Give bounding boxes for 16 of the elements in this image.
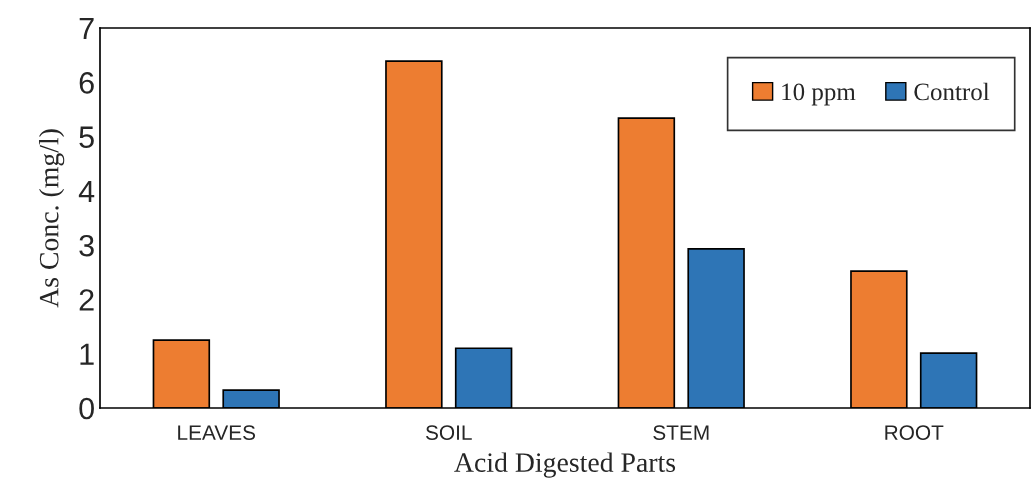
legend-label: Control	[914, 82, 990, 101]
y-tick-label: 6	[79, 72, 94, 94]
x-tick-label: SOIL	[425, 425, 472, 440]
y-tick-label: 1	[80, 343, 94, 365]
x-tick-label: LEAVES	[178, 425, 256, 440]
y-tick-label: 4	[78, 180, 95, 202]
x-axis-title: Acid Digested Parts	[454, 452, 676, 478]
y-axis-title: As Conc. (mg/l)	[38, 129, 65, 308]
x-tick-label: STEM	[653, 425, 709, 440]
y-tick-label: 7	[79, 18, 94, 40]
y-tick-label: 3	[79, 234, 94, 257]
y-tick-label: 2	[79, 289, 94, 311]
y-tick-label: 0	[79, 397, 94, 420]
x-tick-label: ROOT	[885, 425, 944, 440]
legend-label: 10 ppm	[782, 83, 856, 106]
y-tick-label: 5	[79, 126, 94, 148]
